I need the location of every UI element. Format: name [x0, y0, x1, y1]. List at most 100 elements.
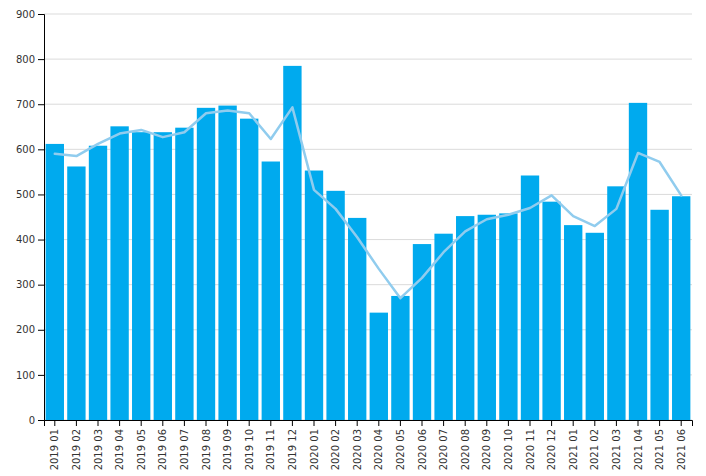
x-tick: 2019 05	[136, 420, 147, 470]
bar	[197, 108, 215, 420]
x-tick: 2019 11	[265, 420, 276, 470]
x-tick-mark	[206, 420, 207, 426]
bar	[46, 144, 64, 420]
x-tick-label: 2021 06	[676, 429, 687, 470]
y-tick-mark	[38, 104, 44, 105]
x-tick-label: 2019 07	[179, 429, 190, 470]
x-tick-mark	[357, 420, 358, 426]
y-tick-mark	[38, 420, 44, 421]
line	[55, 107, 681, 298]
x-tick-label: 2021 02	[589, 429, 600, 470]
y-tick: 200	[16, 324, 44, 335]
x-tick-mark	[76, 420, 77, 426]
y-tick-mark	[38, 149, 44, 150]
bar	[240, 119, 258, 420]
y-tick: 100	[16, 370, 44, 381]
bar	[564, 225, 582, 420]
bar	[607, 186, 625, 420]
y-tick: 0	[29, 415, 44, 426]
x-tick-label: 2020 03	[352, 429, 363, 470]
chart-container: 01002003004005006007008009002019 012019 …	[0, 0, 706, 476]
x-tick: 2019 04	[114, 420, 125, 470]
x-tick: 2020 04	[373, 420, 384, 470]
bar	[132, 132, 150, 420]
x-tick-label: 2020 02	[330, 429, 341, 470]
bar	[154, 132, 172, 420]
x-tick: 2019 09	[222, 420, 233, 470]
x-tick-mark	[141, 420, 142, 426]
bar	[262, 162, 280, 420]
x-tick: 2021 04	[633, 420, 644, 470]
y-tick-label: 0	[29, 415, 35, 426]
x-tick-label: 2020 01	[309, 429, 320, 470]
x-tick: 2020 05	[395, 420, 406, 470]
bar	[521, 175, 539, 420]
x-tick: 2020 10	[503, 420, 514, 470]
x-tick: 2019 08	[201, 420, 212, 470]
x-tick: 2021 05	[654, 420, 665, 470]
x-tick-label: 2019 01	[49, 429, 60, 470]
x-tick-mark	[616, 420, 617, 426]
x-tick: 2020 12	[546, 420, 557, 470]
x-tick: 2019 06	[157, 420, 168, 470]
x-tick: 2019 07	[179, 420, 190, 470]
x-tick: 2020 07	[438, 420, 449, 470]
x-tick-label: 2020 10	[503, 429, 514, 470]
bar	[629, 103, 647, 420]
bar	[89, 146, 107, 420]
x-tick: 2021 02	[589, 420, 600, 470]
bar	[391, 296, 409, 420]
x-tick: 2021 01	[568, 420, 579, 470]
x-tick-label: 2021 05	[654, 429, 665, 470]
x-tick-label: 2020 07	[438, 429, 449, 470]
x-tick-mark	[184, 420, 185, 426]
chart-svg: 01002003004005006007008009002019 012019 …	[0, 0, 706, 476]
x-tick-label: 2019 04	[114, 429, 125, 470]
grid	[44, 14, 692, 420]
x-tick-mark	[249, 420, 250, 426]
y-tick-mark	[38, 240, 44, 241]
x-tick-label: 2021 03	[611, 429, 622, 470]
x-tick-label: 2020 05	[395, 429, 406, 470]
x-tick: 2020 03	[352, 420, 363, 470]
x-tick-mark	[119, 420, 120, 426]
x-tick-label: 2020 11	[525, 429, 536, 470]
x-tick: 2020 08	[460, 420, 471, 470]
y-tick: 400	[16, 234, 44, 245]
y-tick-label: 800	[16, 54, 35, 65]
bar	[499, 213, 517, 420]
x-tick-label: 2020 04	[373, 429, 384, 470]
x-tick-label: 2021 04	[633, 429, 644, 470]
bar	[326, 191, 344, 420]
x-tick-mark	[98, 420, 99, 426]
bar	[456, 216, 474, 420]
x-tick-mark	[227, 420, 228, 426]
y-tick: 700	[16, 99, 44, 110]
x-tick-mark	[638, 420, 639, 426]
y-tick-mark	[38, 14, 44, 15]
x-tick: 2019 03	[93, 420, 104, 470]
bar	[586, 233, 604, 420]
x-tick: 2020 06	[417, 420, 428, 470]
x-tick-label: 2019 08	[201, 429, 212, 470]
x-tick: 2020 02	[330, 420, 341, 470]
x-tick-mark	[530, 420, 531, 426]
y-tick-mark	[38, 285, 44, 286]
y-tick-label: 300	[16, 279, 35, 290]
bar	[370, 313, 388, 420]
y-tick-label: 600	[16, 144, 35, 155]
x-tick-mark	[486, 420, 487, 426]
x-tick-mark	[400, 420, 401, 426]
y-tick-mark	[38, 59, 44, 60]
x-tick-label: 2019 12	[287, 429, 298, 470]
x-tick-mark	[465, 420, 466, 426]
x-tick-label: 2019 06	[157, 429, 168, 470]
bar	[478, 215, 496, 420]
x-tick-mark	[54, 420, 55, 426]
x-tick: 2020 01	[309, 420, 320, 470]
x-tick: 2021 06	[676, 420, 687, 470]
y-axis-line	[38, 15, 45, 421]
x-tick: 2020 09	[481, 420, 492, 470]
bar	[110, 126, 128, 420]
x-tick-mark	[573, 420, 574, 426]
